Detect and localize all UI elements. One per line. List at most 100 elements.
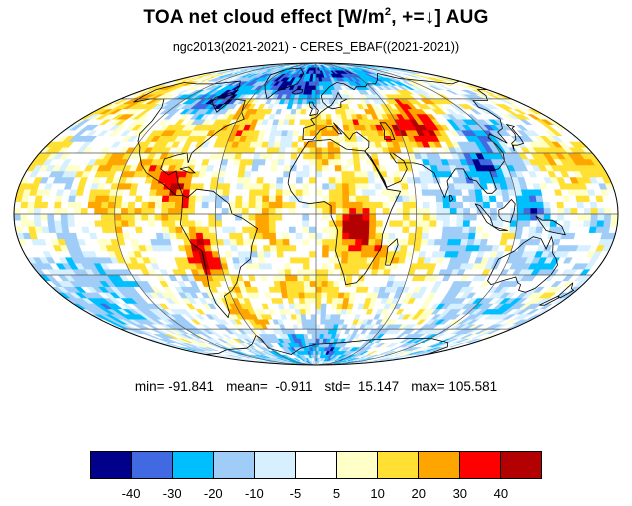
field-cell: [359, 262, 368, 270]
field-cell: [291, 141, 299, 148]
field-cell: [543, 201, 552, 209]
field-cell: [289, 232, 297, 240]
field-cell: [311, 333, 317, 339]
field-cell: [348, 195, 357, 202]
field-cell: [342, 207, 350, 215]
field-cell: [14, 213, 22, 221]
field-cell: [609, 201, 618, 209]
field-cell: [271, 152, 280, 160]
field-cell: [208, 195, 217, 202]
field-cell: [309, 268, 317, 276]
field-cell: [322, 170, 330, 178]
field-cell: [315, 286, 323, 293]
field-cell: [241, 207, 250, 215]
field-cell: [273, 141, 282, 148]
field-cell: [335, 213, 344, 221]
field-cell: [296, 268, 305, 276]
field-cell: [141, 226, 150, 233]
field-cell: [20, 207, 29, 215]
field-cell: [74, 207, 82, 215]
field-cell: [367, 170, 375, 178]
field-cell: [40, 207, 49, 215]
field-cell: [375, 232, 383, 240]
field-cell: [221, 207, 230, 215]
field-cell: [368, 195, 377, 202]
field-cell: [293, 124, 301, 131]
field-cell: [342, 201, 350, 209]
field-cell: [101, 219, 110, 227]
field-cell: [229, 182, 238, 190]
field-cell: [563, 201, 572, 209]
field-cell: [215, 201, 223, 209]
field-cell: [401, 238, 410, 246]
field-cell: [283, 262, 292, 270]
field-cell: [311, 338, 317, 344]
field-cell: [263, 244, 271, 252]
field-cell: [309, 158, 317, 166]
field-cell: [382, 201, 391, 209]
field-cell: [286, 129, 295, 136]
field-cell: [278, 152, 286, 160]
field-cell: [253, 152, 262, 160]
field-cell: [489, 207, 498, 215]
field-cell: [334, 268, 342, 276]
field-cell: [168, 195, 177, 202]
field-cell: [74, 195, 84, 202]
field-cell: [476, 219, 484, 227]
field-cell: [252, 158, 261, 166]
field-cell: [420, 238, 429, 246]
field-cell: [309, 182, 317, 190]
field-cell: [596, 201, 605, 209]
field-cell: [342, 213, 350, 221]
field-cell: [303, 280, 311, 287]
field-cell: [309, 170, 317, 178]
field-cell: [188, 207, 196, 215]
field-cell: [434, 232, 443, 240]
field-cell: [303, 268, 311, 276]
field-cell: [308, 219, 317, 227]
field-cell: [549, 201, 558, 209]
field-cell: [299, 308, 307, 315]
field-cell: [416, 213, 424, 221]
field-cell: [415, 195, 424, 202]
field-cell: [236, 244, 245, 252]
field-cell: [522, 201, 531, 209]
field-cell: [342, 226, 350, 233]
field-cell: [142, 188, 151, 196]
field-cell: [441, 232, 450, 240]
field-cell: [308, 85, 313, 90]
field-cell: [289, 244, 297, 252]
field-cell: [308, 232, 317, 240]
field-cell: [569, 201, 578, 209]
field-cell: [321, 256, 330, 264]
field-cell: [27, 207, 35, 215]
field-cell: [251, 256, 260, 264]
field-cell: [269, 188, 277, 196]
field-cell: [395, 201, 404, 209]
field-cell: [341, 250, 349, 258]
field-cell: [368, 182, 376, 190]
field-cell: [263, 170, 272, 178]
field-cell: [315, 308, 322, 315]
field-cell: [243, 176, 252, 184]
field-cell: [349, 207, 357, 215]
field-cell: [315, 303, 322, 310]
field-cell: [414, 238, 423, 246]
field-cell: [309, 141, 317, 148]
field-cell: [257, 256, 266, 264]
field-cell: [235, 219, 243, 227]
field-cell: [428, 226, 437, 233]
field-cell: [319, 323, 326, 330]
field-cell: [255, 219, 263, 227]
field-cell: [54, 201, 63, 209]
field-cell: [87, 207, 96, 215]
field-cell: [286, 135, 294, 142]
field-cell: [257, 170, 265, 178]
field-cell: [40, 201, 49, 209]
field-cell: [302, 244, 310, 252]
field-cell: [251, 164, 260, 172]
field-cell: [277, 256, 285, 264]
field-cell: [360, 170, 369, 178]
field-cell: [335, 176, 343, 184]
field-cell: [409, 219, 417, 227]
